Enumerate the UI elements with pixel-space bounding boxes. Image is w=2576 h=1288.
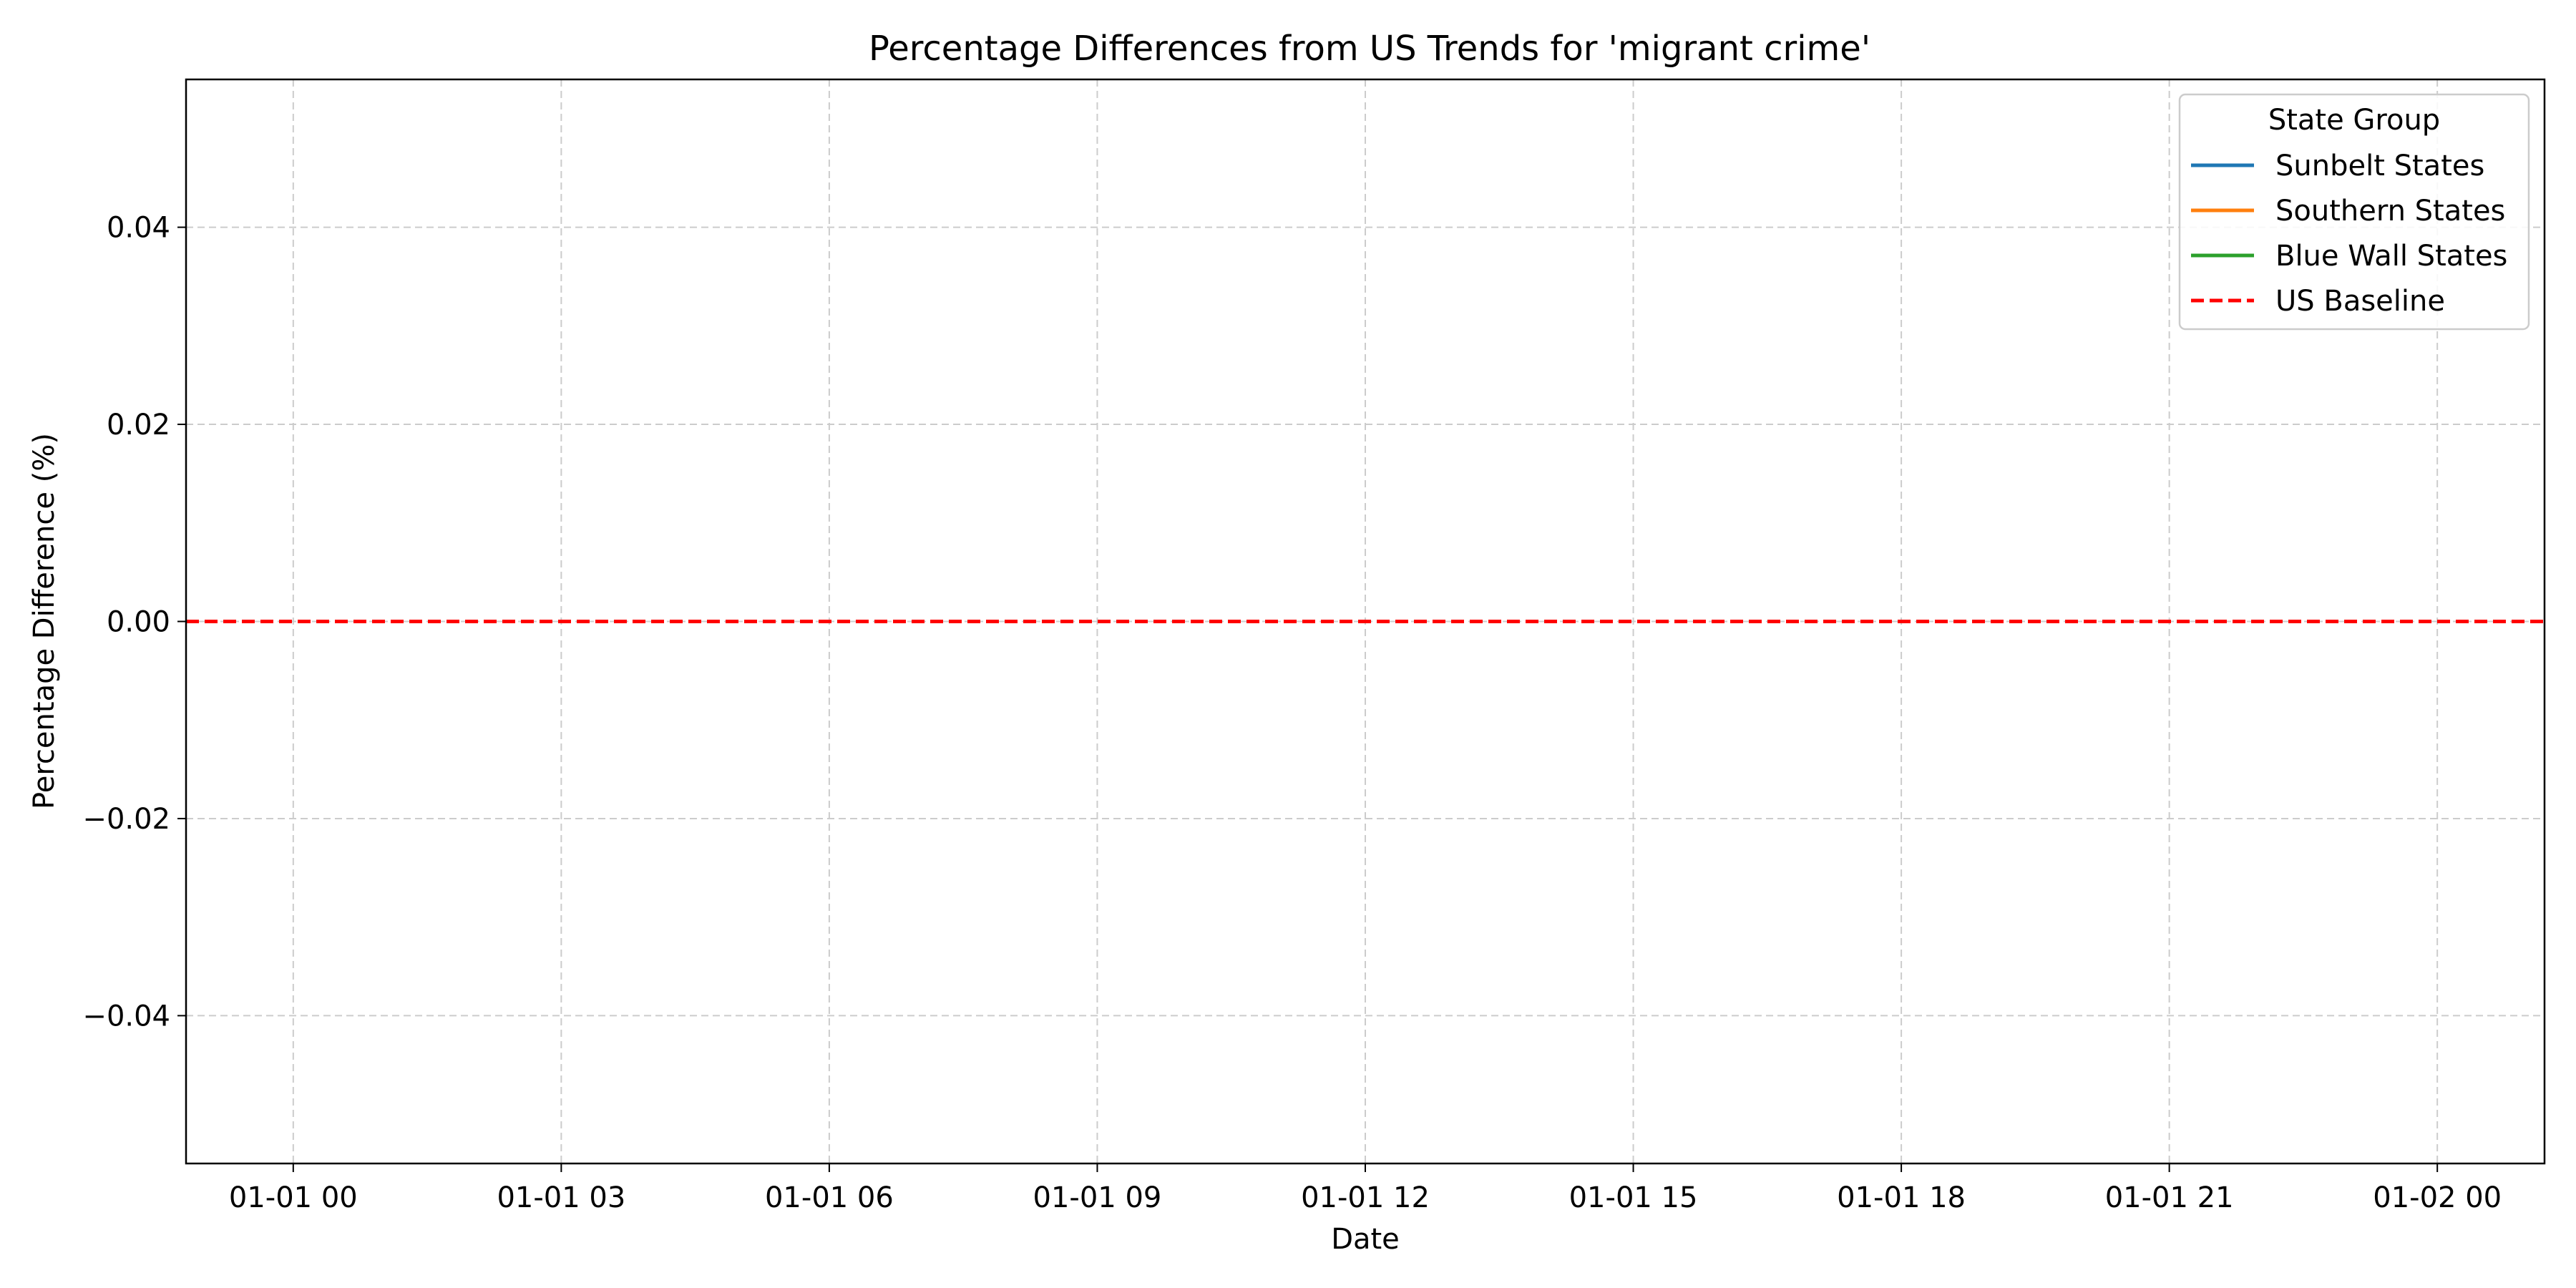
x-axis-label: Date [1331, 1223, 1400, 1256]
x-tick-label: 01-01 15 [1569, 1181, 1698, 1214]
legend-box [2178, 93, 2530, 331]
x-tick-label: 01-01 03 [497, 1181, 625, 1214]
y-axis-label: Percentage Difference (%) [28, 433, 61, 809]
y-tick-label: −0.02 [82, 803, 170, 836]
chart-title: Percentage Differences from US Trends fo… [869, 29, 1870, 69]
legend-label: Sunbelt States [2275, 150, 2484, 182]
y-tick-label: 0.00 [107, 606, 170, 639]
y-axis-ticks: 0.04 0.02 0.00 −0.02 −0.04 [82, 212, 186, 1033]
legend-label: US Baseline [2275, 285, 2445, 318]
x-tick-label: 01-01 09 [1033, 1181, 1162, 1214]
x-tick-label: 01-01 18 [1837, 1181, 1966, 1214]
x-tick-label: 01-01 06 [765, 1181, 894, 1214]
x-axis-ticks: 01-01 00 01-01 03 01-01 06 01-01 09 01-01 12… [229, 1163, 2502, 1214]
x-tick-label: 01-02 00 [2373, 1181, 2502, 1214]
legend-label: Blue Wall States [2275, 240, 2507, 273]
y-tick-label: 0.04 [107, 212, 170, 245]
legend-entries: Sunbelt States Southern States Blue Wall S… [2191, 150, 2507, 318]
x-tick-label: 01-01 12 [1301, 1181, 1430, 1214]
x-tick-label: 01-01 00 [229, 1181, 358, 1214]
legend-label: Southern States [2275, 195, 2505, 228]
legend: State Group Sunbelt States Southern State… [2178, 93, 2530, 331]
y-tick-label: 0.02 [107, 409, 170, 441]
y-tick-label: −0.04 [82, 1000, 170, 1033]
legend-title: State Group [2268, 104, 2440, 137]
x-tick-label: 01-01 21 [2105, 1181, 2234, 1214]
